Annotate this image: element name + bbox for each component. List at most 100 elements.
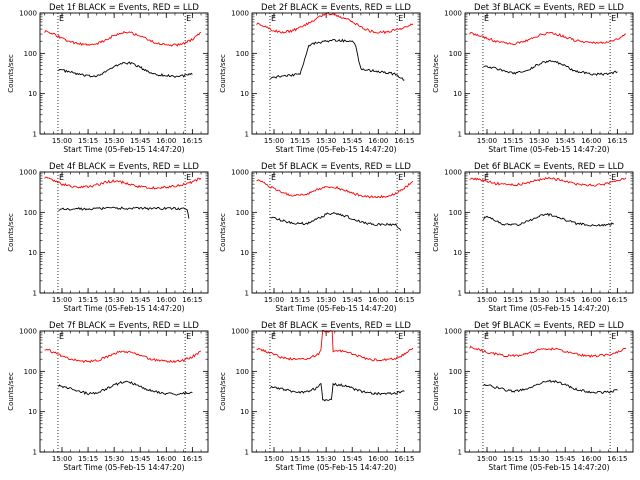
x-tick-label: 16:15 (607, 296, 627, 304)
x-tick-label: 15:15 (290, 296, 310, 304)
x-axis-label: Start Time (05-Feb-15 14:47:20) (63, 304, 184, 313)
y-axis-label: Counts/sec (219, 54, 227, 93)
x-tick-label: 15:00 (52, 455, 72, 463)
detector-panel-2: Det 2f BLACK = Events, RED = LLD Counts/s… (219, 3, 421, 154)
x-tick-label: 15:00 (477, 137, 497, 145)
x-tick-label: 15:45 (130, 455, 150, 463)
y-tick-label: 1000 (231, 10, 249, 18)
x-axis-label: Start Time (05-Feb-15 14:47:20) (63, 145, 184, 154)
y-tick-label: 1 (458, 131, 462, 139)
y-axis-label: Counts/sec (7, 372, 15, 411)
x-tick-label: 15:30 (316, 455, 336, 463)
panel-title: Det 2f BLACK = Events, RED = LLD (261, 3, 411, 13)
x-tick-label: 15:00 (477, 455, 497, 463)
x-tick-label: 15:15 (503, 137, 523, 145)
plot-frame (251, 12, 421, 135)
plot-frame (464, 12, 634, 135)
panel-title: Det 4f BLACK = Events, RED = LLD (49, 162, 199, 172)
x-tick-label: 15:00 (52, 137, 72, 145)
y-tick-label: 1 (458, 290, 462, 298)
events-series-line (270, 212, 402, 231)
y-tick-label: 1000 (19, 328, 37, 336)
plot-frame (464, 171, 634, 294)
x-tick-label: 16:15 (182, 137, 202, 145)
y-tick-label: 1000 (231, 328, 249, 336)
x-tick-label: 16:00 (156, 296, 176, 304)
lld-series-line (256, 179, 414, 199)
x-tick-label: 16:00 (581, 296, 601, 304)
x-tick-label: 15:15 (503, 296, 523, 304)
event-marker-label: E (59, 332, 64, 341)
y-tick-label: 100 (449, 209, 462, 217)
y-tick-label: 1 (458, 449, 462, 457)
y-tick-label: 100 (24, 368, 37, 376)
event-marker-label: E (611, 173, 616, 182)
x-axis-label: Start Time (05-Feb-15 14:47:20) (488, 463, 609, 472)
event-marker-label: E (398, 173, 403, 182)
events-series-line (58, 61, 193, 79)
y-axis-label: Counts/sec (219, 213, 227, 252)
x-tick-label: 15:45 (342, 455, 362, 463)
event-marker-label: E (271, 332, 276, 341)
y-tick-label: 1000 (444, 169, 462, 177)
plot-frame (39, 171, 209, 294)
y-tick-label: 1000 (231, 169, 249, 177)
events-series-line (58, 380, 193, 396)
x-axis-label: Start Time (05-Feb-15 14:47:20) (488, 145, 609, 154)
x-tick-label: 16:15 (394, 137, 414, 145)
y-tick-label: 100 (449, 368, 462, 376)
x-tick-label: 15:15 (78, 137, 98, 145)
y-tick-label: 1000 (19, 169, 37, 177)
y-tick-label: 1000 (444, 328, 462, 336)
y-tick-label: 10 (240, 90, 249, 98)
y-tick-label: 100 (236, 209, 249, 217)
x-tick-label: 15:45 (130, 137, 150, 145)
y-axis-label: Counts/sec (432, 372, 440, 411)
plot-frame (39, 330, 209, 453)
panel-title: Det 6f BLACK = Events, RED = LLD (474, 162, 624, 172)
x-tick-label: 15:45 (555, 296, 575, 304)
event-marker-label: E (59, 14, 64, 23)
x-tick-label: 15:30 (104, 455, 124, 463)
event-marker-label: E (186, 173, 191, 182)
x-tick-label: 16:15 (182, 455, 202, 463)
event-marker-label: E (484, 173, 489, 182)
event-marker-label: E (611, 332, 616, 341)
event-marker-label: E (398, 332, 403, 341)
events-series-line (483, 379, 618, 395)
lld-series-line (44, 30, 202, 47)
panel-title: Det 3f BLACK = Events, RED = LLD (474, 3, 624, 13)
lld-series-line (256, 329, 414, 362)
x-tick-label: 15:30 (316, 137, 336, 145)
panel-title: Det 7f BLACK = Events, RED = LLD (49, 321, 199, 331)
x-tick-label: 15:00 (264, 137, 284, 145)
events-series-line (58, 206, 190, 219)
event-marker-label: E (271, 14, 276, 23)
lld-series-line (44, 348, 202, 364)
y-tick-label: 1 (245, 131, 249, 139)
y-tick-label: 1 (33, 290, 37, 298)
x-tick-label: 16:00 (581, 455, 601, 463)
x-tick-label: 15:00 (477, 296, 497, 304)
y-tick-label: 100 (449, 50, 462, 58)
plot-frame (39, 12, 209, 135)
x-tick-label: 15:15 (78, 455, 98, 463)
y-tick-label: 1000 (19, 10, 37, 18)
event-marker-label: E (186, 14, 191, 23)
y-tick-label: 1 (245, 290, 249, 298)
events-series-line (270, 382, 405, 402)
detector-panel-4: Det 4f BLACK = Events, RED = LLD Counts/s… (7, 162, 209, 313)
y-axis-label: Counts/sec (432, 54, 440, 93)
x-tick-label: 15:15 (290, 137, 310, 145)
lld-series-line (469, 345, 627, 358)
x-tick-label: 16:00 (368, 137, 388, 145)
x-axis-label: Start Time (05-Feb-15 14:47:20) (275, 463, 396, 472)
x-tick-label: 15:15 (290, 455, 310, 463)
plot-frame (464, 330, 634, 453)
detector-panel-6: Det 6f BLACK = Events, RED = LLD Counts/s… (432, 162, 634, 313)
lld-series-line (44, 176, 202, 190)
y-tick-label: 10 (28, 249, 37, 257)
y-tick-label: 1000 (444, 10, 462, 18)
detector-panel-5: Det 5f BLACK = Events, RED = LLD Counts/s… (219, 162, 421, 313)
